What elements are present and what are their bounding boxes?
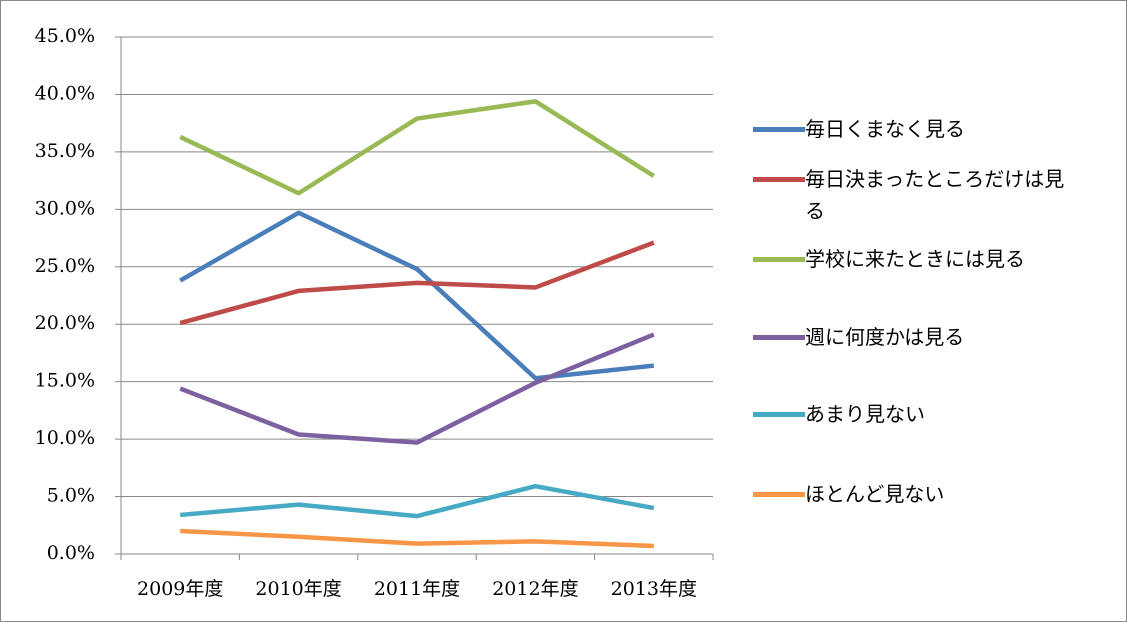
series-line — [179, 332, 655, 445]
series-line — [179, 99, 656, 196]
y-tick-label: 35.0% — [35, 140, 95, 162]
y-tick-label: 40.0% — [35, 82, 95, 104]
legend-swatch — [753, 335, 805, 340]
series-line — [180, 528, 654, 549]
legend-label: ほとんど見ない — [805, 482, 945, 506]
legend-label: 学校に来たときには見る — [805, 247, 1025, 271]
series-line — [180, 483, 655, 519]
legend-swatch — [753, 492, 805, 497]
y-tick-label: 15.0% — [35, 370, 95, 392]
legend-item: あまり見ない — [753, 398, 1115, 430]
y-tick-label: 0.0% — [47, 542, 95, 564]
legend-swatch — [753, 177, 805, 182]
y-tick-label: 10.0% — [35, 427, 95, 449]
series-line — [179, 240, 655, 326]
legend-swatch — [753, 257, 805, 262]
legend-label: 毎日くまなく見る — [805, 117, 965, 141]
y-tick-label: 5.0% — [47, 485, 95, 507]
series-line — [179, 210, 655, 381]
y-tick-label: 25.0% — [35, 255, 95, 277]
x-tick-label: 2010年度 — [255, 578, 341, 600]
x-tick-label: 2012年度 — [492, 578, 578, 600]
legend-item: 毎日くまなく見る — [753, 113, 1115, 145]
legend-item: ほとんど見ない — [753, 478, 1115, 510]
legend-item: 学校に来たときには見る — [753, 243, 1115, 275]
y-tick-label: 20.0% — [35, 312, 95, 334]
legend-label: 週に何度かは見る — [805, 325, 965, 349]
y-tick-label: 45.0% — [35, 25, 95, 47]
legend-swatch — [753, 127, 805, 132]
x-tick-label: 2011年度 — [374, 578, 460, 600]
legend-swatch — [753, 412, 805, 417]
legend-item: 週に何度かは見る — [753, 321, 1115, 353]
x-tick-label: 2013年度 — [611, 578, 697, 600]
legend-item: 毎日決まったところだけは見る — [753, 163, 1080, 227]
legend-label: 毎日決まったところだけは見る — [805, 167, 1065, 223]
y-tick-label: 30.0% — [35, 197, 95, 219]
legend-label: あまり見ない — [805, 402, 925, 426]
x-tick-label: 2009年度 — [137, 578, 223, 600]
